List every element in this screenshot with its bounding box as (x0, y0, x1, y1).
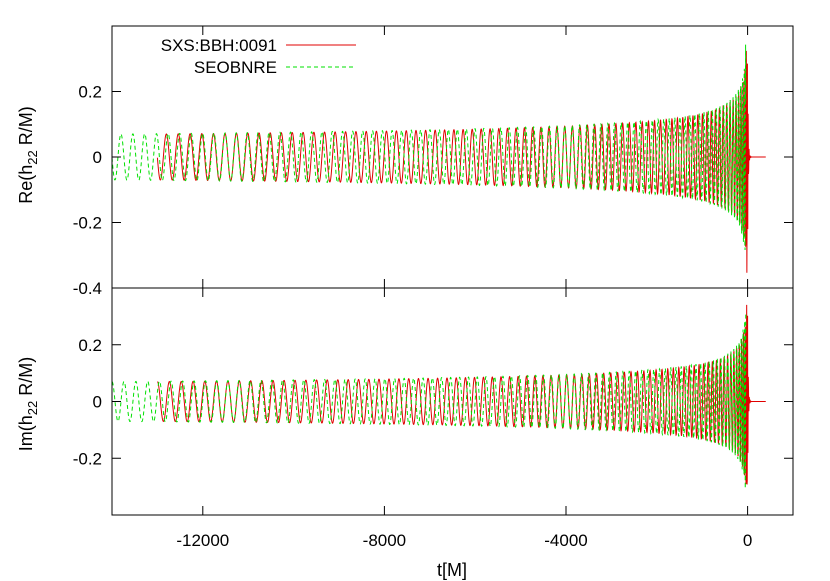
y-tick-label: 0.2 (78, 336, 102, 355)
series-line-seobnre (112, 44, 747, 250)
legend: SXS:BBH:0091 SEOBNRE (161, 36, 356, 77)
bottom-y-axis-label: Im(h22 R/M) (16, 357, 40, 451)
series-line-seobnre (112, 311, 747, 489)
y-tick-label: -0.4 (73, 279, 102, 298)
top-panel: 0.2 0 -0.2 -0.4 (73, 25, 794, 298)
y-tick-label: -0.2 (73, 214, 102, 233)
x-tick-label: 0 (743, 531, 752, 550)
series-line-sxs (157, 304, 766, 485)
bottom-panel: 0.2 0 -0.2 -12000 -8000 -4000 0 (73, 287, 794, 550)
y-tick-label: 0 (93, 148, 102, 167)
y-tick-label: 0 (93, 393, 102, 412)
y-tick-label: -0.2 (73, 449, 102, 468)
x-tick-label: -12000 (176, 531, 229, 550)
x-tick-label: -8000 (363, 531, 406, 550)
x-tick-label: -4000 (544, 531, 587, 550)
series-group (112, 304, 766, 489)
y-tick-label: 0.2 (78, 83, 102, 102)
series-line-sxs (156, 50, 766, 273)
legend-label-sxs: SXS:BBH:0091 (161, 36, 277, 55)
series-group (112, 44, 766, 273)
legend-label-seobnre: SEOBNRE (194, 58, 277, 77)
top-y-axis-label: Re(h22 R/M) (16, 106, 40, 203)
x-axis-label: t[M] (437, 560, 467, 580)
